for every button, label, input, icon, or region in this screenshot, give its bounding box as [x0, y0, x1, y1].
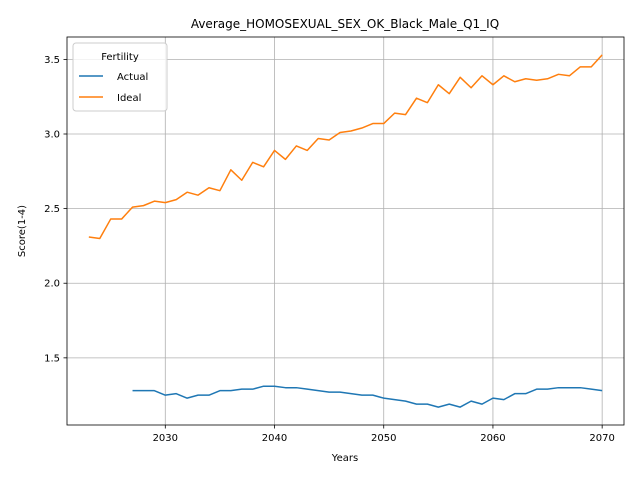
x-axis-label: Years — [331, 453, 358, 464]
series-line-ideal — [88, 54, 603, 240]
legend-label-ideal: Ideal — [117, 93, 141, 104]
series-line-actual — [132, 385, 603, 408]
y-axis-label: Score(1-4) — [17, 205, 28, 257]
y-tick-label: 3.0 — [44, 130, 60, 141]
y-tick-label: 2.0 — [44, 279, 60, 290]
x-tick-label: 2050 — [371, 433, 396, 444]
y-tick-label: 1.5 — [44, 353, 60, 364]
plot-frame — [66, 36, 625, 426]
x-axis: 2030 2040 2050 2060 2070 — [153, 425, 615, 444]
x-tick-label: 2040 — [262, 433, 287, 444]
y-tick-label: 3.5 — [44, 55, 60, 66]
y-tick-label: 2.5 — [44, 204, 60, 215]
legend: Fertility Actual Ideal — [72, 42, 168, 112]
legend-box — [72, 42, 168, 112]
x-tick-label: 2060 — [480, 433, 505, 444]
legend-title: Fertility — [101, 52, 139, 63]
y-axis: 1.5 2.0 2.5 3.0 3.5 — [44, 55, 67, 364]
legend-label-actual: Actual — [117, 72, 148, 83]
chart-title: Average_HOMOSEXUAL_SEX_OK_Black_Male_Q1_… — [191, 17, 499, 31]
x-tick-label: 2030 — [153, 433, 178, 444]
x-tick-label: 2070 — [589, 433, 614, 444]
grid — [67, 37, 624, 425]
series-lines — [88, 54, 603, 408]
